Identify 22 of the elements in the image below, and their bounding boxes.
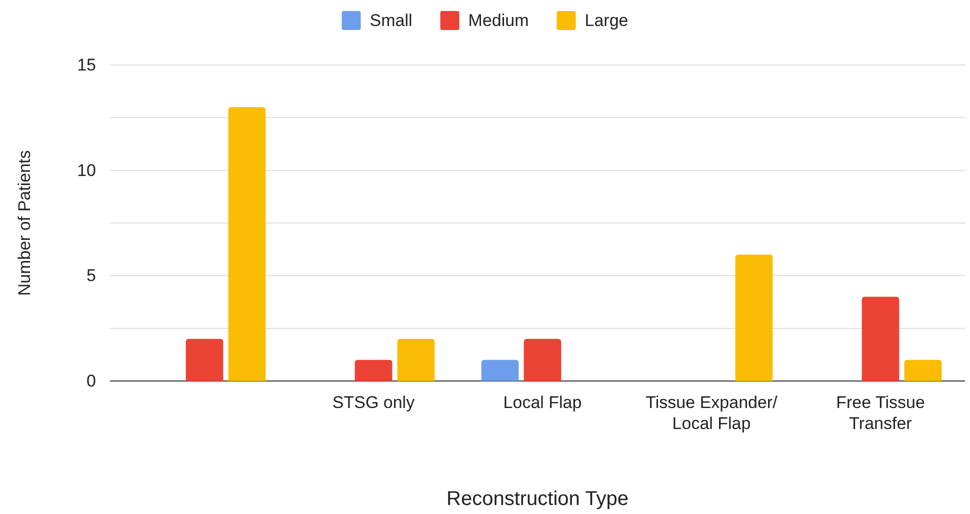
bar — [904, 360, 942, 381]
y-tick-label: 10 — [77, 160, 96, 180]
x-tick-label: Free Tissue Transfer — [836, 393, 925, 433]
y-tick-label: 0 — [86, 371, 96, 390]
bar — [524, 338, 562, 381]
bar — [481, 360, 519, 381]
bar — [397, 338, 435, 381]
y-tick-label: 5 — [86, 266, 96, 286]
y-tick-label: 15 — [77, 55, 96, 74]
x-tick-label: STSG only — [332, 393, 416, 412]
bar — [735, 254, 773, 381]
legend-label: Small — [370, 11, 412, 30]
legend-label: Medium — [468, 11, 529, 30]
x-axis-title: Reconstruction Type — [446, 488, 628, 510]
bar — [186, 338, 224, 381]
y-axis-title: Number of Patients — [15, 150, 34, 296]
bar — [862, 296, 900, 381]
bar — [228, 107, 266, 381]
legend-label: Large — [584, 11, 628, 30]
x-tick-label: Tissue Expander/ Local Flap — [646, 393, 778, 433]
x-tick-label: Local Flap — [503, 393, 582, 412]
bar — [354, 360, 392, 381]
